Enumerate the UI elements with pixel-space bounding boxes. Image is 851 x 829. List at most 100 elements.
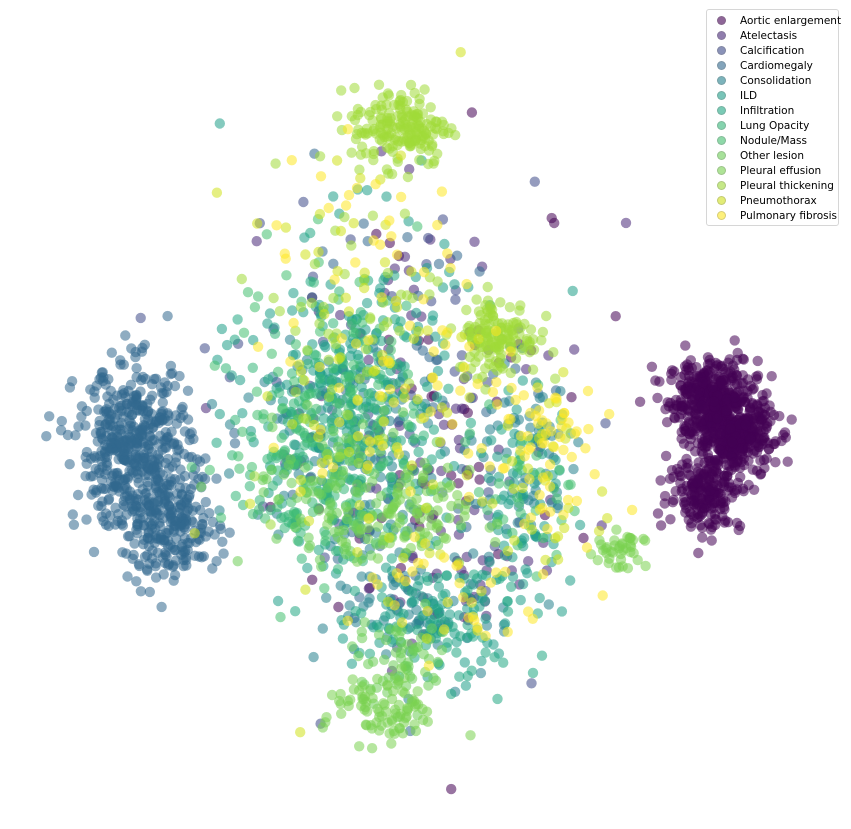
data-point [373, 79, 385, 91]
data-point [525, 422, 536, 433]
data-point [732, 347, 743, 359]
data-point [249, 302, 261, 313]
data-point [323, 328, 334, 339]
data-point [697, 448, 709, 460]
data-point [395, 150, 407, 161]
data-point [328, 292, 339, 304]
data-point [418, 266, 430, 278]
data-point [367, 115, 378, 126]
data-point [182, 414, 194, 425]
data-point [506, 382, 517, 394]
data-point [402, 171, 414, 183]
data-point [506, 456, 518, 467]
legend-item: Aortic enlargement [707, 13, 841, 28]
data-point [375, 239, 386, 250]
data-point [581, 542, 593, 553]
data-point [485, 577, 497, 588]
data-point [597, 590, 608, 601]
data-point [226, 370, 237, 381]
legend-marker-icon [717, 136, 726, 145]
data-point [419, 527, 431, 538]
data-point [451, 250, 463, 261]
data-point [432, 219, 443, 231]
legend-label: Atelectasis [740, 29, 798, 42]
data-point [199, 343, 210, 354]
data-point [537, 502, 548, 514]
legend-item: Other lesion [707, 148, 838, 163]
data-point [244, 498, 256, 509]
data-point [517, 578, 529, 590]
data-point [286, 155, 297, 166]
data-point [601, 542, 613, 553]
data-point [352, 556, 363, 567]
data-point [162, 453, 174, 465]
data-point [542, 523, 553, 535]
data-point [697, 377, 708, 388]
data-point [419, 84, 430, 95]
data-point [377, 440, 388, 451]
data-point [461, 278, 472, 290]
legend-item: ILD [707, 88, 838, 103]
data-point [646, 361, 658, 372]
data-point [180, 545, 191, 557]
data-point [401, 300, 412, 311]
data-point [206, 398, 218, 410]
data-point [681, 453, 692, 465]
data-point [356, 381, 367, 393]
data-point [302, 562, 313, 574]
data-point [139, 551, 151, 562]
data-point [459, 372, 470, 383]
data-point [487, 386, 499, 398]
data-point [373, 379, 384, 390]
data-point [455, 385, 466, 396]
data-point [351, 182, 363, 194]
data-point [308, 277, 319, 288]
data-point [496, 334, 507, 346]
data-point [386, 738, 397, 749]
data-point [220, 363, 232, 374]
data-point [302, 399, 313, 411]
data-point [132, 513, 143, 524]
data-point [702, 359, 714, 370]
data-point [527, 364, 539, 375]
data-point [654, 376, 665, 387]
data-point [390, 522, 402, 533]
data-point [364, 446, 375, 457]
legend-item: Pneumothorax [707, 193, 838, 208]
data-point [233, 451, 244, 462]
data-point [583, 423, 594, 435]
data-point [418, 649, 429, 660]
legend-item: Nodule/Mass [707, 133, 838, 148]
data-point [321, 712, 332, 723]
data-point [340, 501, 352, 513]
data-point [562, 494, 574, 506]
data-point [352, 431, 364, 442]
data-point [331, 407, 343, 418]
data-point [424, 548, 435, 559]
data-point [352, 487, 364, 498]
data-point [317, 468, 328, 479]
data-point [369, 123, 380, 135]
data-point [408, 333, 419, 344]
data-point [358, 218, 369, 229]
data-point [484, 461, 495, 472]
data-point [718, 497, 729, 508]
data-point [300, 249, 311, 260]
data-point [374, 390, 385, 401]
data-point [492, 451, 503, 462]
data-point [714, 444, 725, 456]
legend-label: Pulmonary fibrosis [740, 209, 837, 222]
data-point [569, 428, 581, 439]
data-point [254, 495, 265, 506]
data-point [678, 438, 690, 449]
data-point [558, 444, 569, 456]
data-point [432, 380, 443, 391]
data-point [355, 307, 366, 318]
data-point [445, 480, 456, 491]
data-point [262, 391, 273, 402]
data-point [534, 592, 545, 604]
data-point [490, 537, 501, 548]
data-point [420, 503, 432, 514]
data-point [386, 336, 397, 347]
data-point [288, 317, 299, 329]
